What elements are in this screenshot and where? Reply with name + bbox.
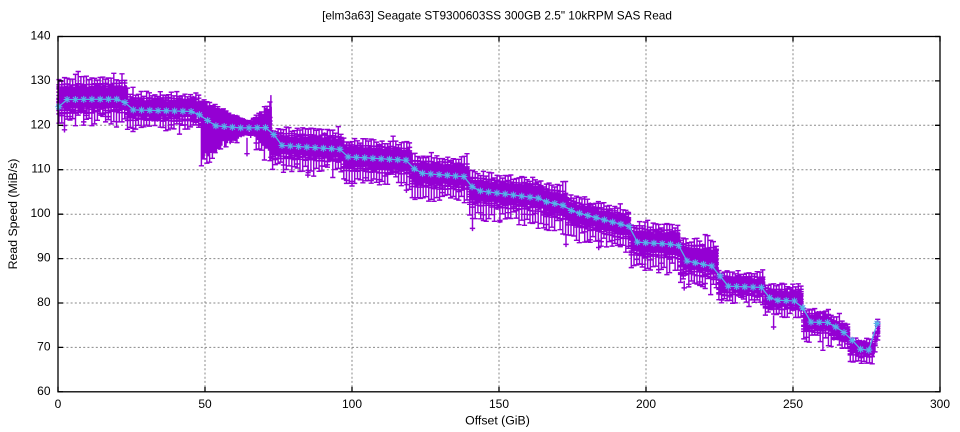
svg-text:100: 100 [342,397,362,411]
svg-text:0: 0 [55,397,62,411]
svg-text:60: 60 [37,384,51,398]
svg-text:Read Speed (MiB/s): Read Speed (MiB/s) [6,159,20,270]
svg-text:110: 110 [31,162,50,176]
svg-text:150: 150 [489,397,509,411]
svg-text:80: 80 [37,295,51,309]
svg-text:90: 90 [37,251,51,265]
svg-text:Offset (GiB): Offset (GiB) [465,414,530,428]
svg-text:[elm3a63] Seagate ST9300603SS: [elm3a63] Seagate ST9300603SS 300GB 2.5"… [322,8,672,22]
svg-text:200: 200 [636,397,656,411]
svg-text:120: 120 [30,117,50,131]
svg-text:300: 300 [930,397,950,411]
svg-text:250: 250 [783,397,803,411]
svg-text:100: 100 [30,206,50,220]
svg-text:50: 50 [198,397,212,411]
svg-text:140: 140 [30,29,50,43]
svg-text:70: 70 [37,339,51,353]
svg-text:130: 130 [30,73,50,87]
